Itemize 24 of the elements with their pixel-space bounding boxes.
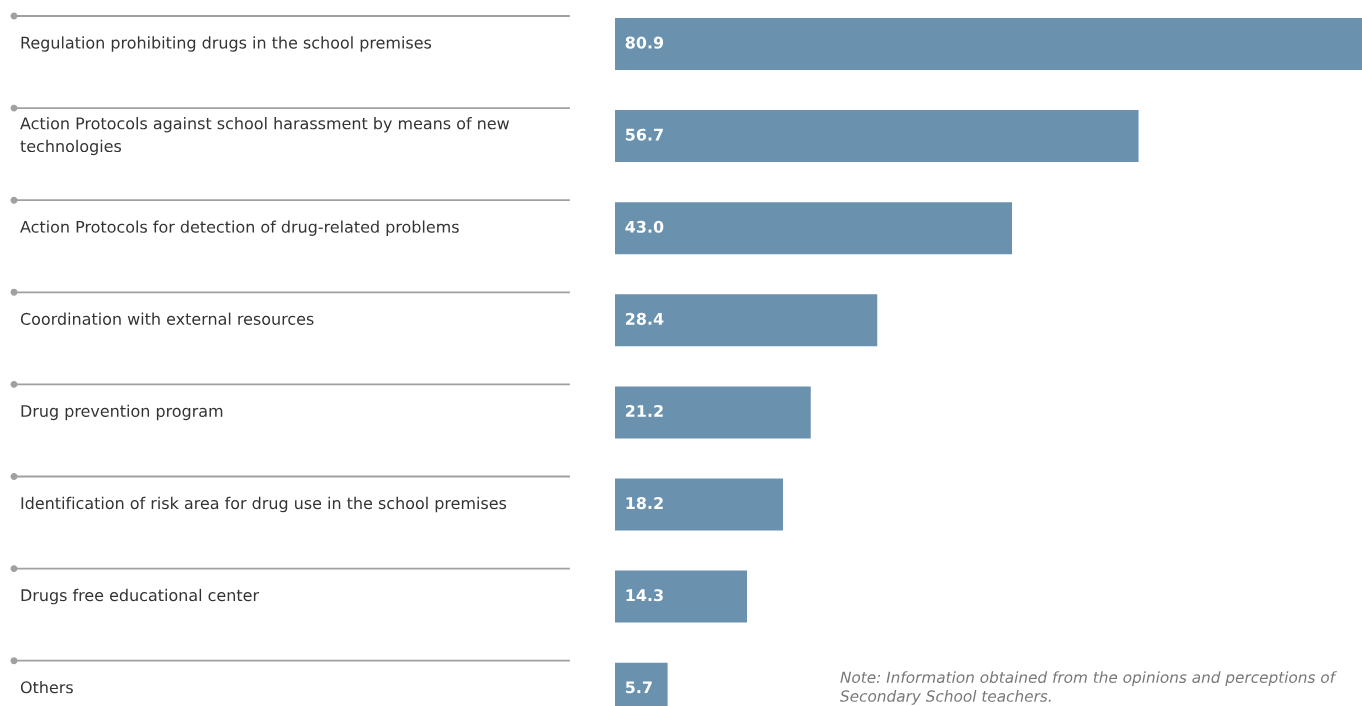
data-label: 56.7: [625, 128, 663, 141]
bar: [615, 202, 1013, 255]
annotation: Note: Information obtained from the opinions and perceptions of Secondary School teachers.: [840, 671, 1337, 705]
y-tick-label: Identification of risk area for drug use in the school premises: [21, 496, 507, 513]
bar: [615, 294, 878, 347]
data-label: 5.7: [625, 681, 652, 694]
data-label: 18.2: [626, 497, 663, 510]
y-tick-label: Drug prevention program: [21, 404, 223, 421]
y-tick-label: Drugs free educational center: [21, 588, 260, 605]
bar: [615, 570, 748, 623]
data-label: 14.3: [626, 589, 663, 602]
y-tick-label: Others: [20, 680, 73, 694]
y-tick-label: Action Protocols for detection of drug-related problems: [20, 220, 459, 236]
data-label: 21.2: [625, 404, 663, 417]
data-label: 43.0: [625, 220, 664, 233]
bar: [615, 478, 784, 531]
bar: [615, 110, 1139, 163]
data-label: 80.9: [625, 36, 664, 49]
y-tick-label: Coordination with external resources: [20, 312, 314, 325]
bar: [615, 17, 1362, 71]
data-label: 28.4: [625, 312, 664, 325]
y-tick-label: Regulation prohibiting drugs in the school premises: [21, 36, 432, 52]
bar: [615, 386, 811, 439]
y-tick-label: Action Protocols against school harassment by means of new technologies: [20, 117, 510, 156]
